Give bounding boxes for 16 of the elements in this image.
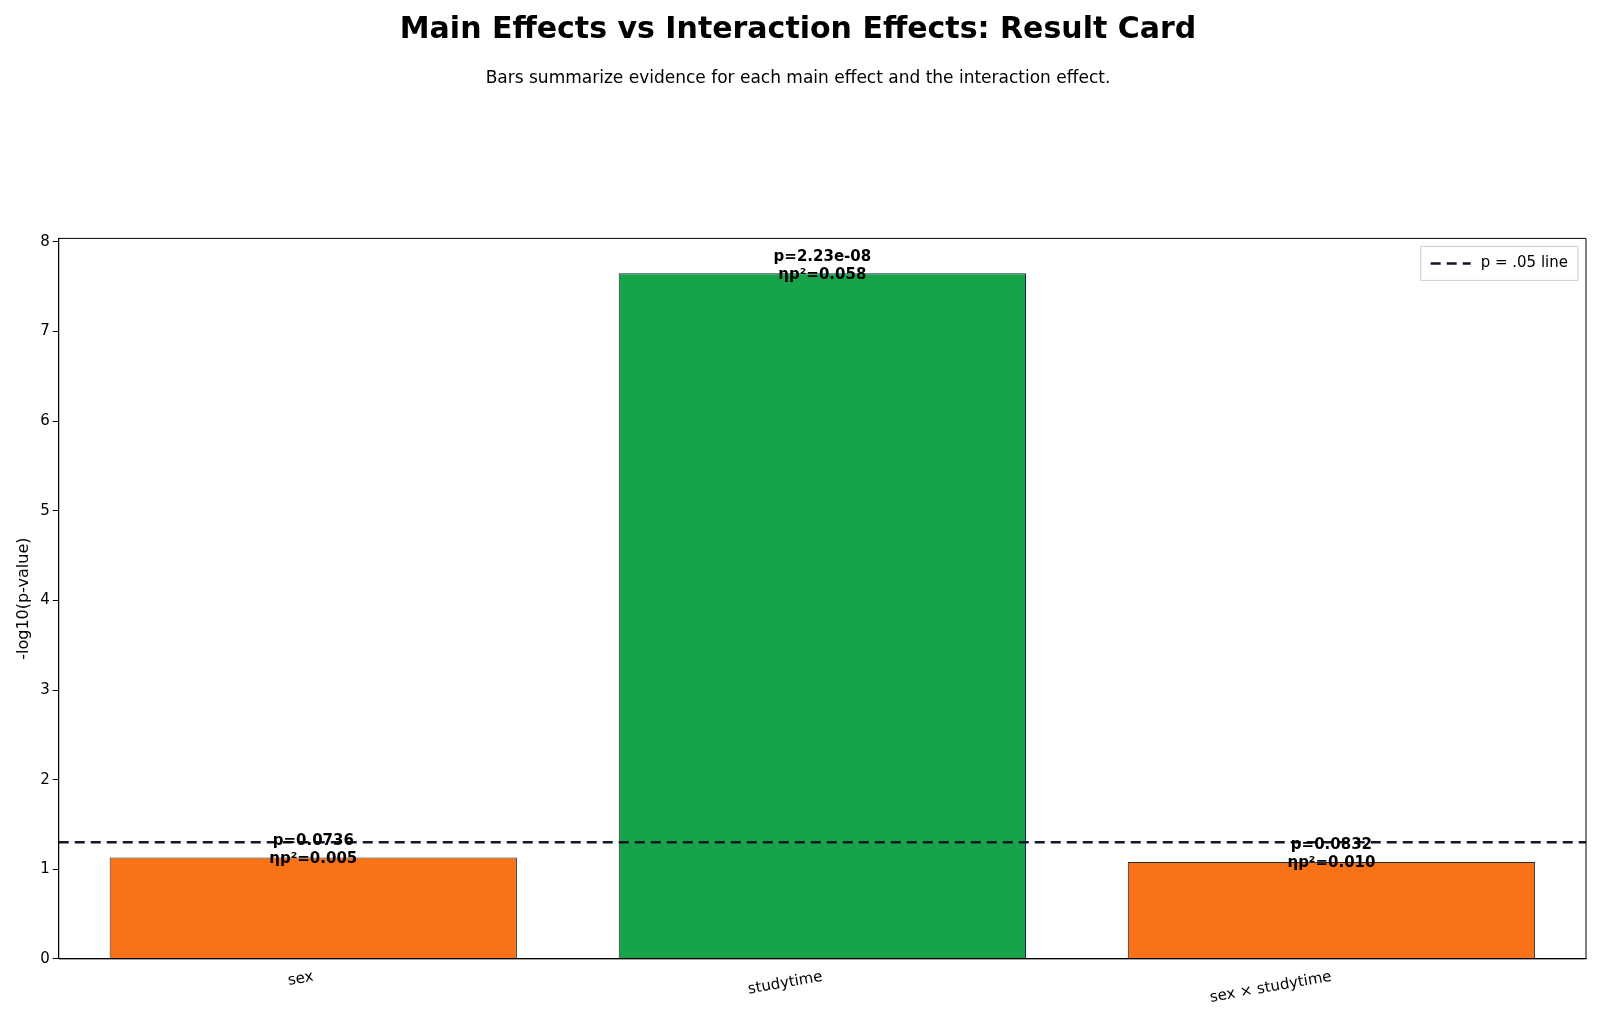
x-tick-label: studytime xyxy=(746,966,824,998)
y-tick-label: 6 xyxy=(40,411,50,430)
x-tick-label: sex × studytime xyxy=(1208,966,1333,1006)
y-tick-label: 8 xyxy=(40,231,50,250)
chart-subtitle: Bars summarize evidence for each main effect and the interaction effect. xyxy=(485,66,1111,87)
y-axis-title: -log10(p-value) xyxy=(12,537,32,660)
y-tick-label: 0 xyxy=(40,948,50,967)
y-tick-label: 7 xyxy=(40,321,50,340)
chart-title: Main Effects vs Interaction Effects: Result Card xyxy=(399,9,1197,45)
y-tick-label: 3 xyxy=(40,679,50,698)
y-tick-label: 4 xyxy=(40,590,50,609)
y-tick-label: 5 xyxy=(40,500,50,519)
x-tick-label: sex xyxy=(286,966,315,989)
y-tick-label: 1 xyxy=(40,859,50,878)
legend-label: p = .05 line xyxy=(1480,253,1569,272)
y-tick-label: 2 xyxy=(40,769,50,788)
